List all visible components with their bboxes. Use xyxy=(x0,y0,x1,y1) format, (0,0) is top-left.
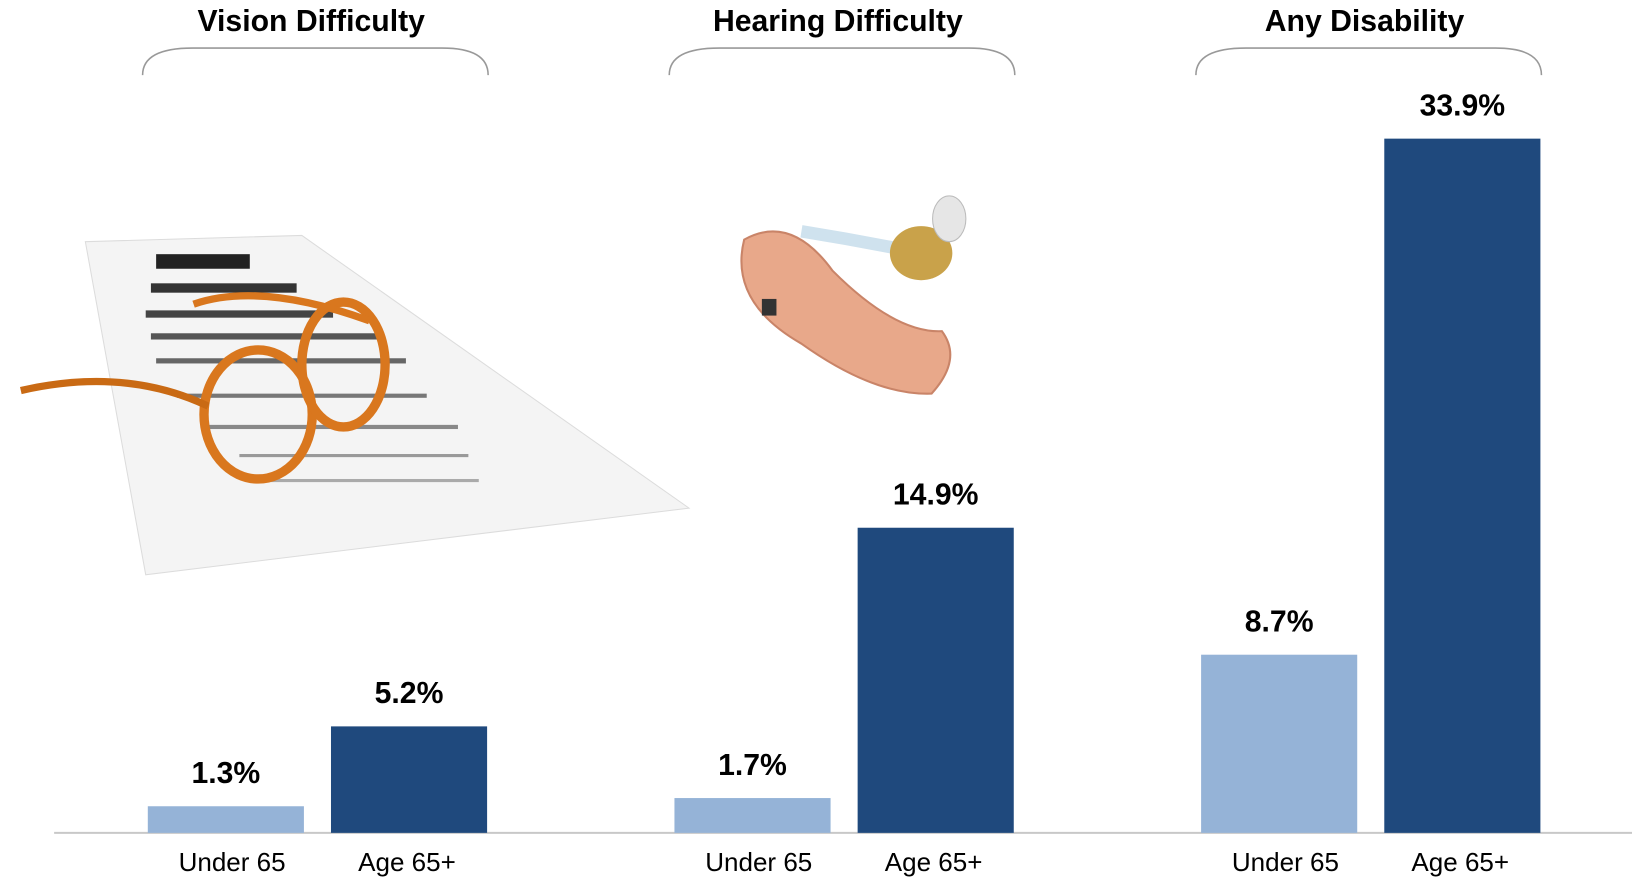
group-brace xyxy=(668,47,1016,76)
group-title: Vision Difficulty xyxy=(197,5,425,38)
group-title: Any Disability xyxy=(1265,5,1465,38)
category-label: Under 65 xyxy=(1232,847,1339,877)
eye-chart-illustration xyxy=(20,234,691,576)
value-label: 33.9% xyxy=(1420,89,1506,122)
bar xyxy=(674,798,831,833)
bar xyxy=(1384,138,1541,833)
category-label: Age 65+ xyxy=(358,847,456,877)
value-label: 1.3% xyxy=(191,757,260,790)
category-label: Under 65 xyxy=(179,847,286,877)
value-label: 1.7% xyxy=(718,749,787,782)
value-label: 14.9% xyxy=(893,478,979,511)
group-brace xyxy=(141,47,489,76)
category-label: Under 65 xyxy=(705,847,812,877)
hearing-aid-illustration xyxy=(740,195,967,395)
value-label: 8.7% xyxy=(1245,605,1314,638)
category-label: Age 65+ xyxy=(885,847,983,877)
value-label: 5.2% xyxy=(375,677,444,710)
group-brace xyxy=(1195,47,1543,76)
bar xyxy=(147,806,304,833)
group-title: Hearing Difficulty xyxy=(713,5,963,38)
category-label: Age 65+ xyxy=(1411,847,1509,877)
bar xyxy=(857,527,1014,833)
bar xyxy=(1201,654,1358,833)
bar xyxy=(330,726,488,833)
